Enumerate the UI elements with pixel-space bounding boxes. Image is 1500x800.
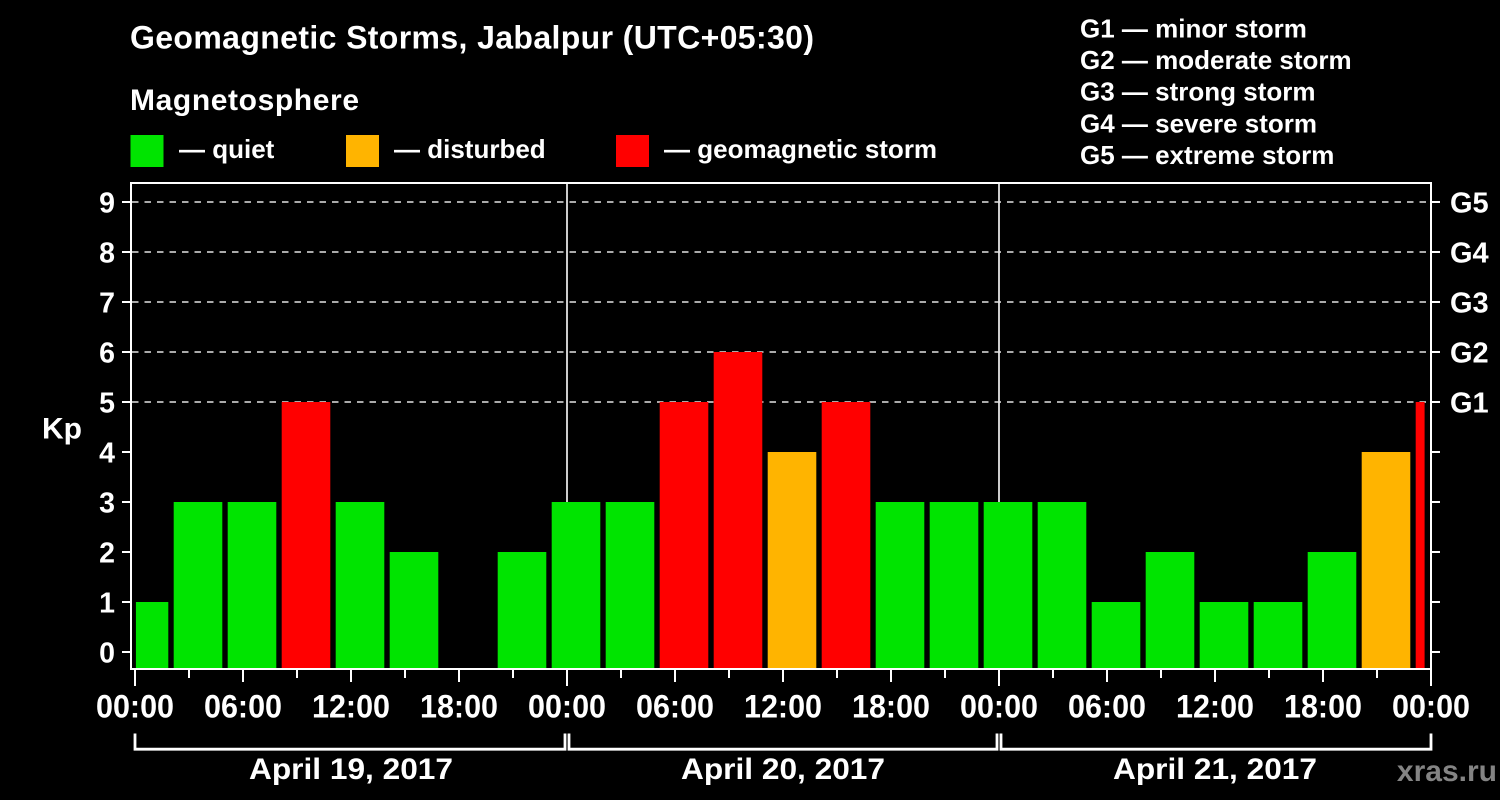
svg-text:06:00: 06:00 [204,688,282,724]
svg-text:00:00: 00:00 [528,688,606,724]
svg-text:06:00: 06:00 [636,688,714,724]
svg-text:0: 0 [99,637,115,669]
svg-text:G1: G1 [1450,388,1489,420]
svg-text:xras.ru: xras.ru [1397,755,1497,788]
svg-text:12:00: 12:00 [312,688,390,724]
svg-text:G3: G3 [1450,288,1489,320]
svg-text:18:00: 18:00 [420,688,498,724]
svg-text:12:00: 12:00 [744,688,822,724]
svg-text:G2 — moderate storm: G2 — moderate storm [1080,45,1352,75]
svg-text:5: 5 [99,387,115,419]
svg-text:4: 4 [99,437,115,469]
svg-text:G5: G5 [1450,188,1489,220]
svg-text:Geomagnetic Storms, Jabalpur (: Geomagnetic Storms, Jabalpur (UTC+05:30) [130,20,814,56]
svg-text:00:00: 00:00 [96,688,174,724]
svg-text:G3 — strong storm: G3 — strong storm [1080,77,1315,107]
svg-text:18:00: 18:00 [1284,688,1362,724]
svg-text:G5 — extreme storm: G5 — extreme storm [1080,140,1334,170]
svg-text:— quiet: — quiet [179,134,275,164]
svg-text:G4: G4 [1450,238,1489,270]
svg-text:06:00: 06:00 [1068,688,1146,724]
svg-text:— disturbed: — disturbed [394,134,546,164]
svg-text:G4 — severe storm: G4 — severe storm [1080,108,1317,138]
svg-text:1: 1 [99,587,115,619]
svg-text:6: 6 [99,337,115,369]
svg-text:18:00: 18:00 [852,688,930,724]
svg-text:G1 — minor storm: G1 — minor storm [1080,13,1307,43]
svg-text:00:00: 00:00 [960,688,1038,724]
svg-text:8: 8 [99,237,115,269]
svg-text:G2: G2 [1450,338,1489,370]
svg-text:00:00: 00:00 [1392,688,1470,724]
svg-text:April 19, 2017: April 19, 2017 [249,753,453,786]
svg-text:— geomagnetic storm: — geomagnetic storm [664,134,937,164]
svg-text:April 21, 2017: April 21, 2017 [1113,753,1317,786]
svg-text:2: 2 [99,537,115,569]
svg-text:Magnetosphere: Magnetosphere [130,84,359,117]
svg-text:Kp: Kp [42,413,82,446]
svg-text:9: 9 [99,187,115,219]
svg-text:3: 3 [99,487,115,519]
svg-text:7: 7 [99,287,115,319]
svg-text:April 20, 2017: April 20, 2017 [681,753,885,786]
svg-text:12:00: 12:00 [1176,688,1254,724]
